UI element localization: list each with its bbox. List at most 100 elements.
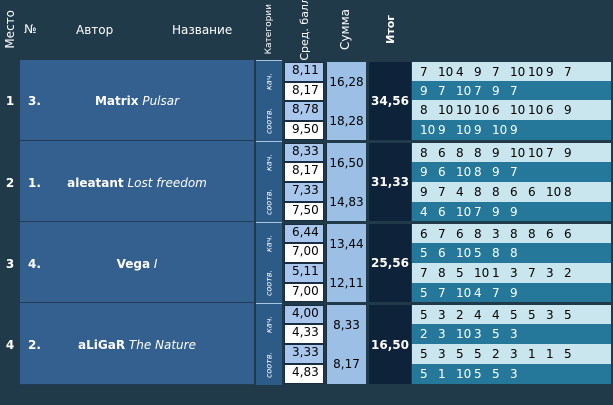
entry-title: I — [153, 257, 158, 271]
score-value: 8 — [492, 185, 500, 199]
score-value: 10 — [438, 103, 454, 117]
score-value: 9 — [492, 145, 500, 160]
header-avg: Сред. балл — [297, 0, 311, 61]
score-value: 8 — [456, 145, 464, 160]
avg-cell: 8,78 — [284, 101, 324, 121]
entry-author-title: aLiGaR The Nature — [20, 338, 254, 352]
category-quality: кач. — [264, 72, 274, 90]
score-value: 9 — [474, 123, 482, 137]
score-row: 4 6 10 7 9 9 — [412, 202, 611, 221]
score-value: 9 — [438, 123, 446, 137]
score-value: 7 — [492, 64, 500, 79]
score-value: 3 — [546, 307, 554, 322]
score-value: 10 — [456, 246, 472, 260]
score-value: 6 — [438, 145, 446, 160]
avg-cell: 7,50 — [284, 202, 324, 221]
entry-number: 3. — [28, 94, 41, 108]
row-place: 1 — [5, 94, 15, 108]
score-value: 8 — [438, 266, 446, 280]
score-value: 7 — [438, 83, 446, 98]
score-value: 5 — [456, 347, 464, 361]
score-value: 6 — [564, 226, 572, 241]
entry-number: 1. — [28, 176, 41, 190]
avg-cell: 7,00 — [284, 283, 324, 302]
header-sum: Сумма — [338, 8, 352, 50]
score-value: 5 — [420, 307, 428, 322]
score-row: 5 1 10 5 5 3 — [412, 364, 611, 384]
score-value: 3 — [546, 266, 554, 280]
score-value: 3 — [438, 307, 446, 322]
header-author: Автор — [76, 23, 114, 37]
avg-cell: 3,33 — [284, 344, 324, 364]
sum-cell: 8,33 — [326, 305, 366, 344]
score-value: 7 — [528, 266, 536, 280]
score-value: 9 — [564, 145, 572, 160]
entry-author: Vega — [116, 257, 151, 271]
score-value: 10 — [510, 103, 526, 117]
score-value: 6 — [546, 103, 554, 117]
entry-card: 4. Vega I — [20, 222, 254, 303]
score-value: 3 — [510, 347, 518, 361]
entry-author: aleatant — [67, 176, 124, 190]
score-value: 8 — [474, 145, 482, 160]
score-value: 1 — [492, 266, 500, 280]
score-value: 7 — [474, 204, 482, 219]
category-quality: кач. — [264, 315, 274, 333]
category-quality: кач. — [264, 153, 274, 171]
score-value: 9 — [510, 204, 518, 219]
header-category: Категории — [264, 3, 274, 55]
entry-card: 2. aLiGaR The Nature — [20, 303, 254, 385]
score-value: 5 — [420, 367, 428, 381]
category-box: кач. соотв. — [256, 141, 282, 222]
score-value: 5 — [474, 347, 482, 361]
score-value: 10 — [456, 103, 472, 117]
score-value: 2 — [456, 307, 464, 322]
score-value: 8 — [510, 246, 518, 260]
score-value: 9 — [546, 64, 554, 79]
category-box: кач. соотв. — [256, 222, 282, 303]
entry-number: 4. — [28, 257, 41, 271]
entry-title: The Nature — [128, 338, 196, 352]
score-value: 8 — [492, 246, 500, 260]
score-value: 10 — [492, 123, 508, 137]
score-value: 3 — [492, 226, 500, 241]
score-value: 8 — [420, 145, 428, 160]
entry-card: 3. Matrix Pulsar — [20, 60, 254, 141]
avg-cell: 5,11 — [284, 263, 324, 283]
score-value: 8 — [474, 185, 482, 199]
score-value: 6 — [456, 226, 464, 241]
score-value: 8 — [510, 226, 518, 241]
score-value: 6 — [546, 226, 554, 241]
category-match: соотв. — [264, 188, 274, 216]
score-value: 7 — [492, 285, 500, 300]
total-cell: 16,50 — [369, 305, 411, 384]
score-value: 7 — [510, 83, 518, 98]
header-total: Итог — [383, 14, 397, 44]
score-value: 2 — [420, 327, 428, 341]
score-value: 4 — [456, 64, 464, 79]
score-value: 5 — [564, 307, 572, 322]
score-value: 10 — [420, 123, 436, 137]
score-row: 9 7 4 8 8 6 6 10 8 — [412, 182, 611, 202]
score-value: 3 — [474, 327, 482, 341]
score-value: 6 — [420, 226, 428, 241]
score-value: 7 — [438, 185, 446, 199]
entry-author-title: aleatant Lost freedom — [20, 176, 254, 190]
category-match: соотв. — [264, 269, 274, 297]
score-value: 10 — [456, 83, 472, 98]
category-box: кач. соотв. — [256, 303, 282, 385]
score-value: 8 — [474, 165, 482, 179]
sum-cell: 14,83 — [326, 182, 366, 221]
avg-cell: 4,00 — [284, 305, 324, 324]
score-value: 6 — [438, 165, 446, 179]
score-value: 9 — [474, 64, 482, 79]
score-value: 5 — [420, 347, 428, 361]
score-value: 10 — [546, 185, 562, 199]
score-value: 3 — [438, 347, 446, 361]
score-value: 5 — [510, 307, 518, 322]
sum-cell: 16,28 — [326, 62, 366, 101]
score-row: 9 7 10 7 9 7 — [412, 81, 611, 100]
score-value: 10 — [456, 165, 472, 179]
